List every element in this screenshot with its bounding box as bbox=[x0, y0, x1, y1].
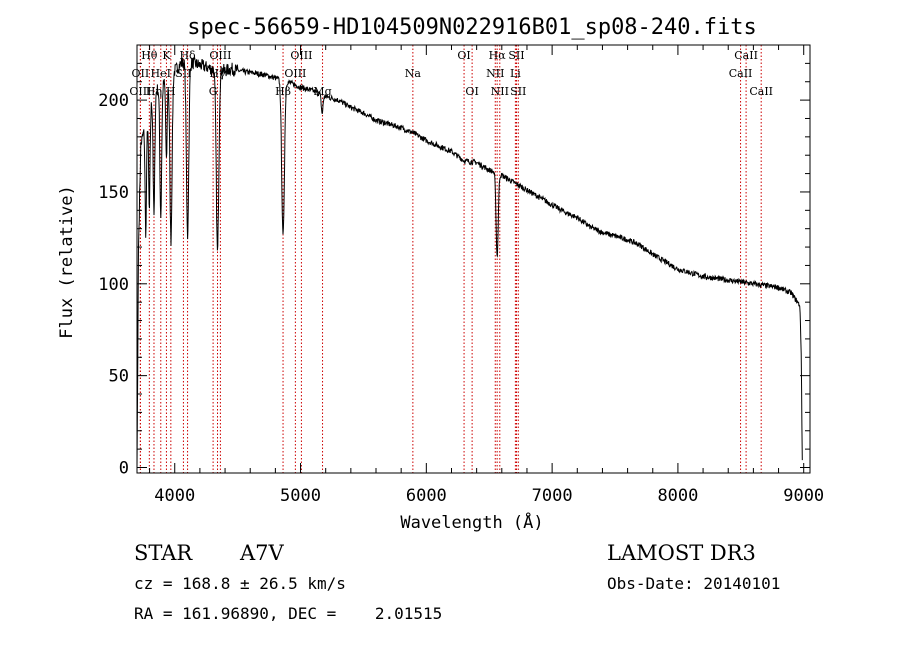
line-label-oiii: OIII bbox=[209, 49, 231, 62]
ra-dec: RA = 161.96890, DEC = 2.01515 bbox=[134, 604, 442, 623]
line-label-oii: OII bbox=[132, 67, 150, 80]
chart-title: spec-56659-HD104509N022916B01_sp08-240.f… bbox=[187, 15, 757, 40]
x-tick-label: 5000 bbox=[280, 486, 321, 506]
redshift-cz: cz = 168.8 ± 26.5 km/s bbox=[134, 574, 346, 593]
line-label-g: G bbox=[209, 85, 218, 98]
y-tick-label: 150 bbox=[98, 183, 129, 203]
y-tick-label: 50 bbox=[109, 367, 129, 387]
spectrum-line bbox=[136, 55, 803, 468]
line-label-nii: NII bbox=[491, 85, 509, 98]
survey-name: LAMOST DR3 bbox=[607, 541, 756, 565]
line-label-h: H bbox=[166, 85, 176, 98]
line-label-li: Li bbox=[510, 67, 521, 80]
line-label-hη: Hη bbox=[146, 85, 162, 98]
line-label-caii: CaII bbox=[734, 49, 758, 62]
line-label-caii: CaII bbox=[749, 85, 773, 98]
y-axis: 0 50 100 150 200 bbox=[98, 62, 810, 478]
line-label-hθ: Hθ bbox=[141, 49, 158, 62]
spectral-line-markers bbox=[139, 45, 762, 473]
line-label-hα: Hα bbox=[489, 49, 507, 62]
line-label-k: K bbox=[162, 49, 171, 62]
y-tick-label: 100 bbox=[98, 275, 129, 295]
line-label-oiii: OIII bbox=[290, 49, 312, 62]
x-tick-label: 9000 bbox=[783, 486, 824, 506]
line-label-oiii: OIII bbox=[284, 67, 306, 80]
y-tick-label: 0 bbox=[119, 458, 129, 478]
obs-date: Obs-Date: 20140101 bbox=[607, 574, 780, 593]
y-axis-label: Flux (relative) bbox=[57, 185, 77, 339]
subclass: A7V bbox=[239, 541, 285, 565]
line-label-oi: OI bbox=[457, 49, 470, 62]
x-tick-label: 7000 bbox=[532, 486, 573, 506]
line-label-caii: CaII bbox=[729, 67, 753, 80]
line-label-oiii: OIII bbox=[129, 85, 151, 98]
line-label-sii: SII bbox=[510, 85, 526, 98]
line-label-hβ: Hβ bbox=[275, 85, 291, 98]
line-label-na: Na bbox=[405, 67, 422, 80]
line-label-nii: NII bbox=[486, 67, 504, 80]
line-label-sii: SII bbox=[508, 49, 524, 62]
x-tick-label: 4000 bbox=[154, 486, 195, 506]
line-label-oi: OI bbox=[465, 85, 478, 98]
x-tick-label: 6000 bbox=[406, 486, 447, 506]
y-tick-label: 200 bbox=[98, 91, 129, 111]
object-type: STAR bbox=[134, 541, 193, 565]
x-axis-label: Wavelength (Å) bbox=[400, 511, 543, 533]
line-label-hei: HeI bbox=[151, 67, 171, 80]
x-axis: 4000 5000 6000 7000 8000 9000 bbox=[149, 45, 824, 506]
plot-frame bbox=[136, 44, 811, 474]
x-tick-label: 8000 bbox=[657, 486, 698, 506]
